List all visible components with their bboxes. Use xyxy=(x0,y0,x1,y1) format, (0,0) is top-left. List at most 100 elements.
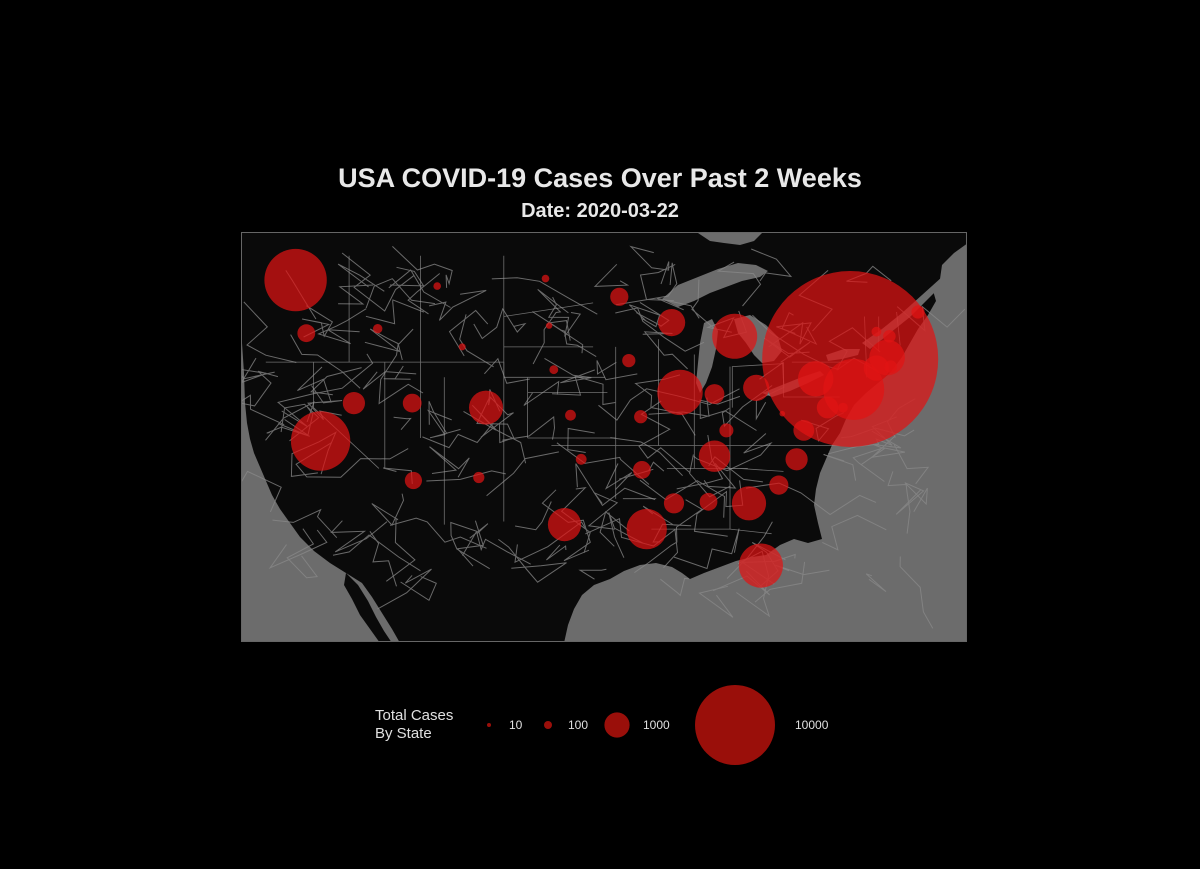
road-line xyxy=(852,435,905,482)
road-line xyxy=(656,297,700,319)
road-line xyxy=(899,556,934,629)
road-line xyxy=(660,577,689,597)
case-bubble-ohio xyxy=(743,374,770,401)
case-bubble-south-carolina xyxy=(769,475,789,495)
road-line xyxy=(365,278,436,309)
case-bubble-oregon xyxy=(297,324,316,343)
lake-superior xyxy=(662,263,768,307)
case-bubble-iowa xyxy=(622,354,636,368)
northern-water xyxy=(698,233,762,245)
road-line xyxy=(422,422,494,449)
legend-bubble-1000 xyxy=(604,712,630,738)
road-line xyxy=(689,454,731,498)
road-line xyxy=(648,397,710,417)
legend: Total Cases By State 10 100 1000 10000 xyxy=(360,680,880,770)
case-bubble-louisiana xyxy=(626,508,667,550)
legend-bubble-100 xyxy=(544,721,552,729)
case-bubble-illinois xyxy=(657,369,703,416)
road-line xyxy=(386,518,416,582)
road-line xyxy=(407,273,441,315)
usa-map-canvas xyxy=(242,233,966,641)
case-bubble-wyoming xyxy=(458,343,466,351)
road-line xyxy=(426,409,461,439)
road-line xyxy=(392,246,453,288)
case-bubble-west-virginia xyxy=(779,410,786,417)
case-bubble-washington xyxy=(264,248,327,312)
road-line xyxy=(243,301,297,363)
road-line xyxy=(751,248,793,282)
road-line xyxy=(498,538,567,583)
legend-title-line2: By State xyxy=(375,725,432,742)
state-borders xyxy=(265,255,901,535)
road-line xyxy=(272,508,338,539)
road-line xyxy=(428,289,487,321)
road-line xyxy=(389,517,487,549)
road-line xyxy=(567,427,595,453)
road-line xyxy=(556,442,650,485)
road-line xyxy=(634,499,704,574)
case-bubble-michigan xyxy=(712,313,758,359)
road-line xyxy=(371,493,405,526)
road-line xyxy=(242,357,275,383)
case-bubble-rhode-island xyxy=(884,360,897,373)
road-line xyxy=(486,451,559,497)
case-bubble-pennsylvania xyxy=(798,361,834,397)
case-bubble-new-york xyxy=(762,271,939,447)
road-line xyxy=(502,416,556,441)
baja-california xyxy=(344,573,391,641)
case-bubble-maryland xyxy=(816,396,839,419)
road-line xyxy=(389,266,425,287)
case-bubble-virginia xyxy=(793,420,815,441)
road-line xyxy=(393,416,412,431)
legend-label-100: 100 xyxy=(568,718,588,732)
usa-map xyxy=(241,232,967,642)
state-border-line xyxy=(313,362,380,469)
road-line xyxy=(388,269,451,308)
road-line xyxy=(628,304,661,328)
road-line xyxy=(673,528,740,570)
case-bubbles xyxy=(264,248,939,588)
case-bubble-minnesota xyxy=(610,287,629,306)
road-line xyxy=(473,307,527,340)
case-bubble-missouri xyxy=(634,410,648,424)
road-line xyxy=(587,491,619,530)
case-bubble-nevada xyxy=(342,392,365,415)
legend-title: Total Cases By State xyxy=(375,707,453,743)
case-bubble-north-dakota xyxy=(541,274,550,283)
road-line xyxy=(332,534,421,572)
case-bubble-montana xyxy=(433,282,441,290)
case-bubble-texas xyxy=(547,508,582,542)
road-line xyxy=(546,544,567,561)
road-line xyxy=(893,444,930,485)
legend-label-10: 10 xyxy=(509,718,523,732)
road-line xyxy=(491,277,598,315)
case-bubble-utah xyxy=(402,393,422,413)
case-bubble-florida xyxy=(738,543,783,588)
case-bubble-arizona xyxy=(404,471,422,490)
road-line xyxy=(615,262,678,306)
road-line xyxy=(317,308,367,345)
case-bubble-delaware xyxy=(838,402,848,413)
road-line xyxy=(629,245,670,285)
road-line xyxy=(514,521,586,564)
road-line xyxy=(295,442,409,478)
road-line xyxy=(302,305,334,338)
case-bubble-new-hampshire xyxy=(883,330,896,343)
road-line xyxy=(307,385,343,421)
road-line xyxy=(604,463,633,490)
road-line xyxy=(895,482,928,515)
case-bubble-kansas xyxy=(565,409,576,421)
case-bubble-mississippi xyxy=(663,493,685,514)
road-line xyxy=(547,296,582,337)
road-line xyxy=(691,279,716,330)
case-bubble-oklahoma xyxy=(575,453,587,465)
road-line xyxy=(362,371,417,390)
case-bubble-south-dakota xyxy=(545,322,553,329)
state-border-line xyxy=(503,302,594,317)
case-bubble-vermont xyxy=(871,326,882,337)
legend-label-1000: 1000 xyxy=(643,718,670,732)
case-bubble-idaho xyxy=(373,324,383,334)
road-line xyxy=(365,299,425,325)
case-bubble-wisconsin xyxy=(658,309,686,337)
road-line xyxy=(364,328,414,352)
